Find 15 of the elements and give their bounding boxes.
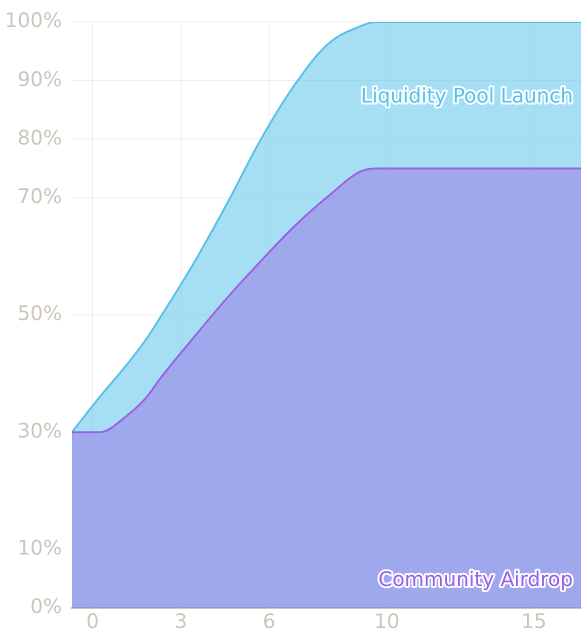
x-tick-label: 15 — [521, 609, 547, 634]
x-tick-label: 0 — [86, 609, 99, 634]
y-tick-label: 30% — [18, 418, 62, 442]
y-tick-label: 10% — [18, 536, 62, 560]
y-tick-label: 80% — [18, 125, 62, 150]
x-tick-label: 6 — [262, 609, 276, 634]
y-tick-label: 90% — [18, 66, 62, 91]
y-tick-label: 70% — [18, 184, 62, 208]
y-tick-label: 0% — [30, 594, 62, 618]
series-label: Community Airdrop — [378, 567, 573, 591]
x-tick-label: 10 — [374, 609, 400, 634]
x-tick-label: 3 — [174, 609, 188, 634]
y-tick-label: 50% — [18, 301, 62, 326]
y-tick-label: 100% — [4, 8, 62, 32]
series-label: Liquidity Pool Launch — [360, 83, 573, 108]
